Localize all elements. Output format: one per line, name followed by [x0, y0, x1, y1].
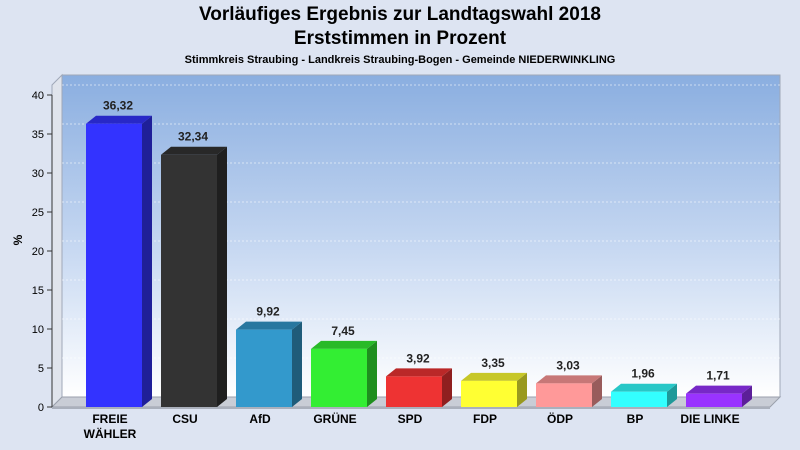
y-tick-label: 20: [32, 246, 44, 258]
bar-value-label: 36,32: [103, 99, 133, 113]
bar-top: [86, 115, 152, 124]
bar: [236, 321, 302, 407]
bar-front: [161, 154, 217, 407]
bar-front: [461, 380, 517, 407]
category-label: BP: [627, 412, 644, 426]
bar-side: [592, 375, 602, 407]
bar-side: [142, 115, 152, 407]
bar: [386, 368, 452, 407]
category-label: SPD: [398, 412, 423, 426]
bar-front: [86, 123, 142, 407]
bar-front: [536, 383, 592, 407]
bar-value-label: 9,92: [256, 305, 280, 319]
bar-value-label: 32,34: [178, 130, 208, 144]
y-tick-label: 5: [38, 363, 44, 375]
bar: [536, 375, 602, 407]
bar-top: [536, 375, 602, 384]
category-label: GRÜNE: [313, 411, 356, 426]
y-axis-label: %: [11, 234, 25, 245]
bar-side: [217, 146, 227, 408]
category-label: CSU: [172, 412, 197, 426]
bar: [311, 340, 377, 407]
chart-caption: Stimmkreis Straubing - Landkreis Straubi…: [184, 54, 616, 66]
category-label: DIE LINKE: [680, 412, 739, 426]
chart-title: Vorläufiges Ergebnis zur Landtagswahl 20…: [199, 4, 601, 25]
y-tick-label: 10: [32, 324, 44, 336]
category-label: FREIE: [92, 412, 127, 426]
bar-side: [292, 321, 302, 407]
category-label: FDP: [473, 412, 497, 426]
category-label: ÖDP: [547, 411, 573, 426]
bar-front: [686, 393, 742, 407]
y-tick-label: 0: [38, 402, 44, 414]
plot-floor-edge: [52, 407, 770, 409]
bar-value-label: 1,96: [631, 367, 655, 381]
bar-front: [311, 348, 367, 407]
bar: [86, 115, 152, 407]
bar-top: [686, 385, 752, 394]
bar-top: [236, 321, 302, 330]
bar-side: [367, 340, 377, 407]
y-tick-label: 35: [32, 129, 44, 141]
plot-side-wall: [51, 73, 63, 409]
category-label: AfD: [249, 412, 271, 426]
bar-front: [386, 376, 442, 407]
chart-subtitle: Erststimmen in Prozent: [293, 28, 507, 49]
bar-value-label: 3,92: [406, 351, 430, 365]
y-tick-label: 40: [32, 90, 44, 102]
bar-value-label: 3,35: [481, 356, 505, 370]
y-tick-label: 15: [32, 285, 44, 297]
y-tick-label: 30: [32, 168, 44, 180]
bar: [461, 372, 527, 407]
bar-front: [611, 391, 667, 407]
bar: [161, 146, 227, 408]
bar-top: [386, 368, 452, 377]
bar-top: [461, 372, 527, 381]
bar-front: [236, 329, 292, 407]
bar-top: [311, 340, 377, 349]
bar-side: [667, 383, 677, 407]
bar-side: [742, 385, 752, 407]
bar-top: [161, 146, 227, 155]
bar-value-label: 1,71: [706, 369, 730, 383]
bar-top: [611, 383, 677, 392]
bar: [611, 383, 677, 407]
bar: [686, 385, 752, 407]
bar-value-label: 7,45: [331, 324, 355, 338]
category-label-line2: WÄHLER: [84, 426, 137, 441]
bar-side: [442, 368, 452, 407]
y-tick-label: 25: [32, 207, 44, 219]
bar-value-label: 3,03: [556, 358, 580, 372]
bar-side: [517, 372, 527, 407]
